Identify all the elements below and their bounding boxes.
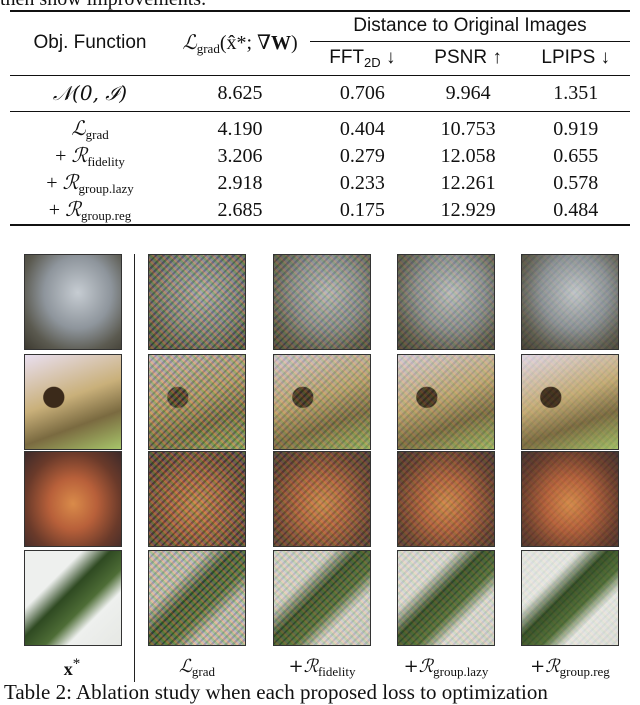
column-separator bbox=[134, 254, 135, 682]
column-label-original: x* bbox=[63, 656, 81, 679]
reconstruction-image-sandwich bbox=[397, 451, 495, 547]
column-label-grad: ℒgrad bbox=[178, 656, 216, 679]
column-label-group-lazy: +ℛgroup.lazy bbox=[403, 656, 489, 679]
header-grad: ℒgrad(x̂*; ∇W) bbox=[182, 29, 298, 56]
original-image-cucumber bbox=[24, 550, 122, 646]
reconstruction-image-cucumber bbox=[521, 550, 619, 646]
table-row: ℒgrad 4.190 0.404 10.753 0.919 bbox=[71, 115, 599, 142]
original-image-shell bbox=[24, 254, 122, 350]
reconstruction-image-sandwich bbox=[273, 451, 371, 547]
reconstruction-image-sandwich bbox=[148, 451, 246, 547]
cut-off-text: then show improvements. bbox=[0, 0, 206, 11]
reconstruction-image-cucumber bbox=[148, 550, 246, 646]
table-row-best: + ℛgroup.reg 2.685 0.175 12.929 0.484 bbox=[10, 197, 630, 225]
reconstruction-image-shell bbox=[273, 254, 371, 350]
table-row-baseline: 𝒩(0, ℐ) 8.625 0.706 9.964 1.351 bbox=[10, 75, 630, 111]
original-image-bee bbox=[24, 354, 122, 450]
reconstruction-image-cucumber bbox=[397, 550, 495, 646]
reconstruction-grid bbox=[0, 252, 640, 657]
original-image-sandwich bbox=[24, 451, 122, 547]
header-lpips: LPIPS ↓ bbox=[541, 47, 611, 68]
header-psnr: PSNR ↑ bbox=[434, 47, 502, 68]
ablation-table: Obj. Function ℒgrad(x̂*; ∇W) Distance to… bbox=[10, 10, 630, 226]
reconstruction-image-cucumber bbox=[273, 550, 371, 646]
reconstruction-image-sandwich bbox=[521, 451, 619, 547]
column-label-group-reg: +ℛgroup.reg bbox=[530, 656, 610, 679]
column-labels: x* ℒgrad +ℛfidelity +ℛgroup.lazy +ℛgroup… bbox=[0, 656, 640, 686]
reconstruction-image-shell bbox=[521, 254, 619, 350]
column-label-fidelity: +ℛfidelity bbox=[288, 656, 356, 679]
reconstruction-image-bee bbox=[148, 354, 246, 450]
table-row: + ℛfidelity 3.206 0.279 12.058 0.655 bbox=[55, 142, 599, 169]
reconstruction-image-bee bbox=[397, 354, 495, 450]
table-row: + ℛgroup.lazy 2.918 0.233 12.261 0.578 bbox=[46, 169, 599, 196]
header-distance-group: Distance to Original Images bbox=[310, 11, 630, 42]
header-fft: FFT2D ↓ bbox=[329, 46, 396, 70]
reconstruction-image-bee bbox=[521, 354, 619, 450]
reconstruction-image-bee bbox=[273, 354, 371, 450]
reconstruction-image-shell bbox=[148, 254, 246, 350]
header-obj-function: Obj. Function bbox=[33, 32, 147, 54]
table-caption: Table 2: Ablation study when each propos… bbox=[4, 680, 548, 704]
reconstruction-image-shell bbox=[397, 254, 495, 350]
